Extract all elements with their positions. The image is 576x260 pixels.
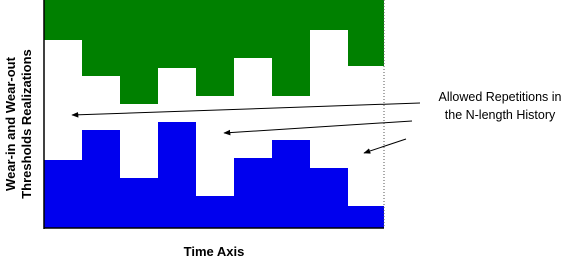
arrow (71, 102, 421, 118)
arrow (363, 138, 407, 154)
y-axis-label: Wear-in and Wear-out (3, 56, 18, 191)
annotation-line: the N-length History (445, 108, 556, 122)
upper-threshold-region (44, 0, 384, 104)
arrow (223, 120, 413, 136)
x-axis-label: Time Axis (184, 244, 245, 259)
annotation-line: Allowed Repetitions in (439, 90, 562, 104)
lower-threshold-region (44, 122, 384, 228)
y-axis-label: Thresholds Realizations (19, 49, 34, 199)
